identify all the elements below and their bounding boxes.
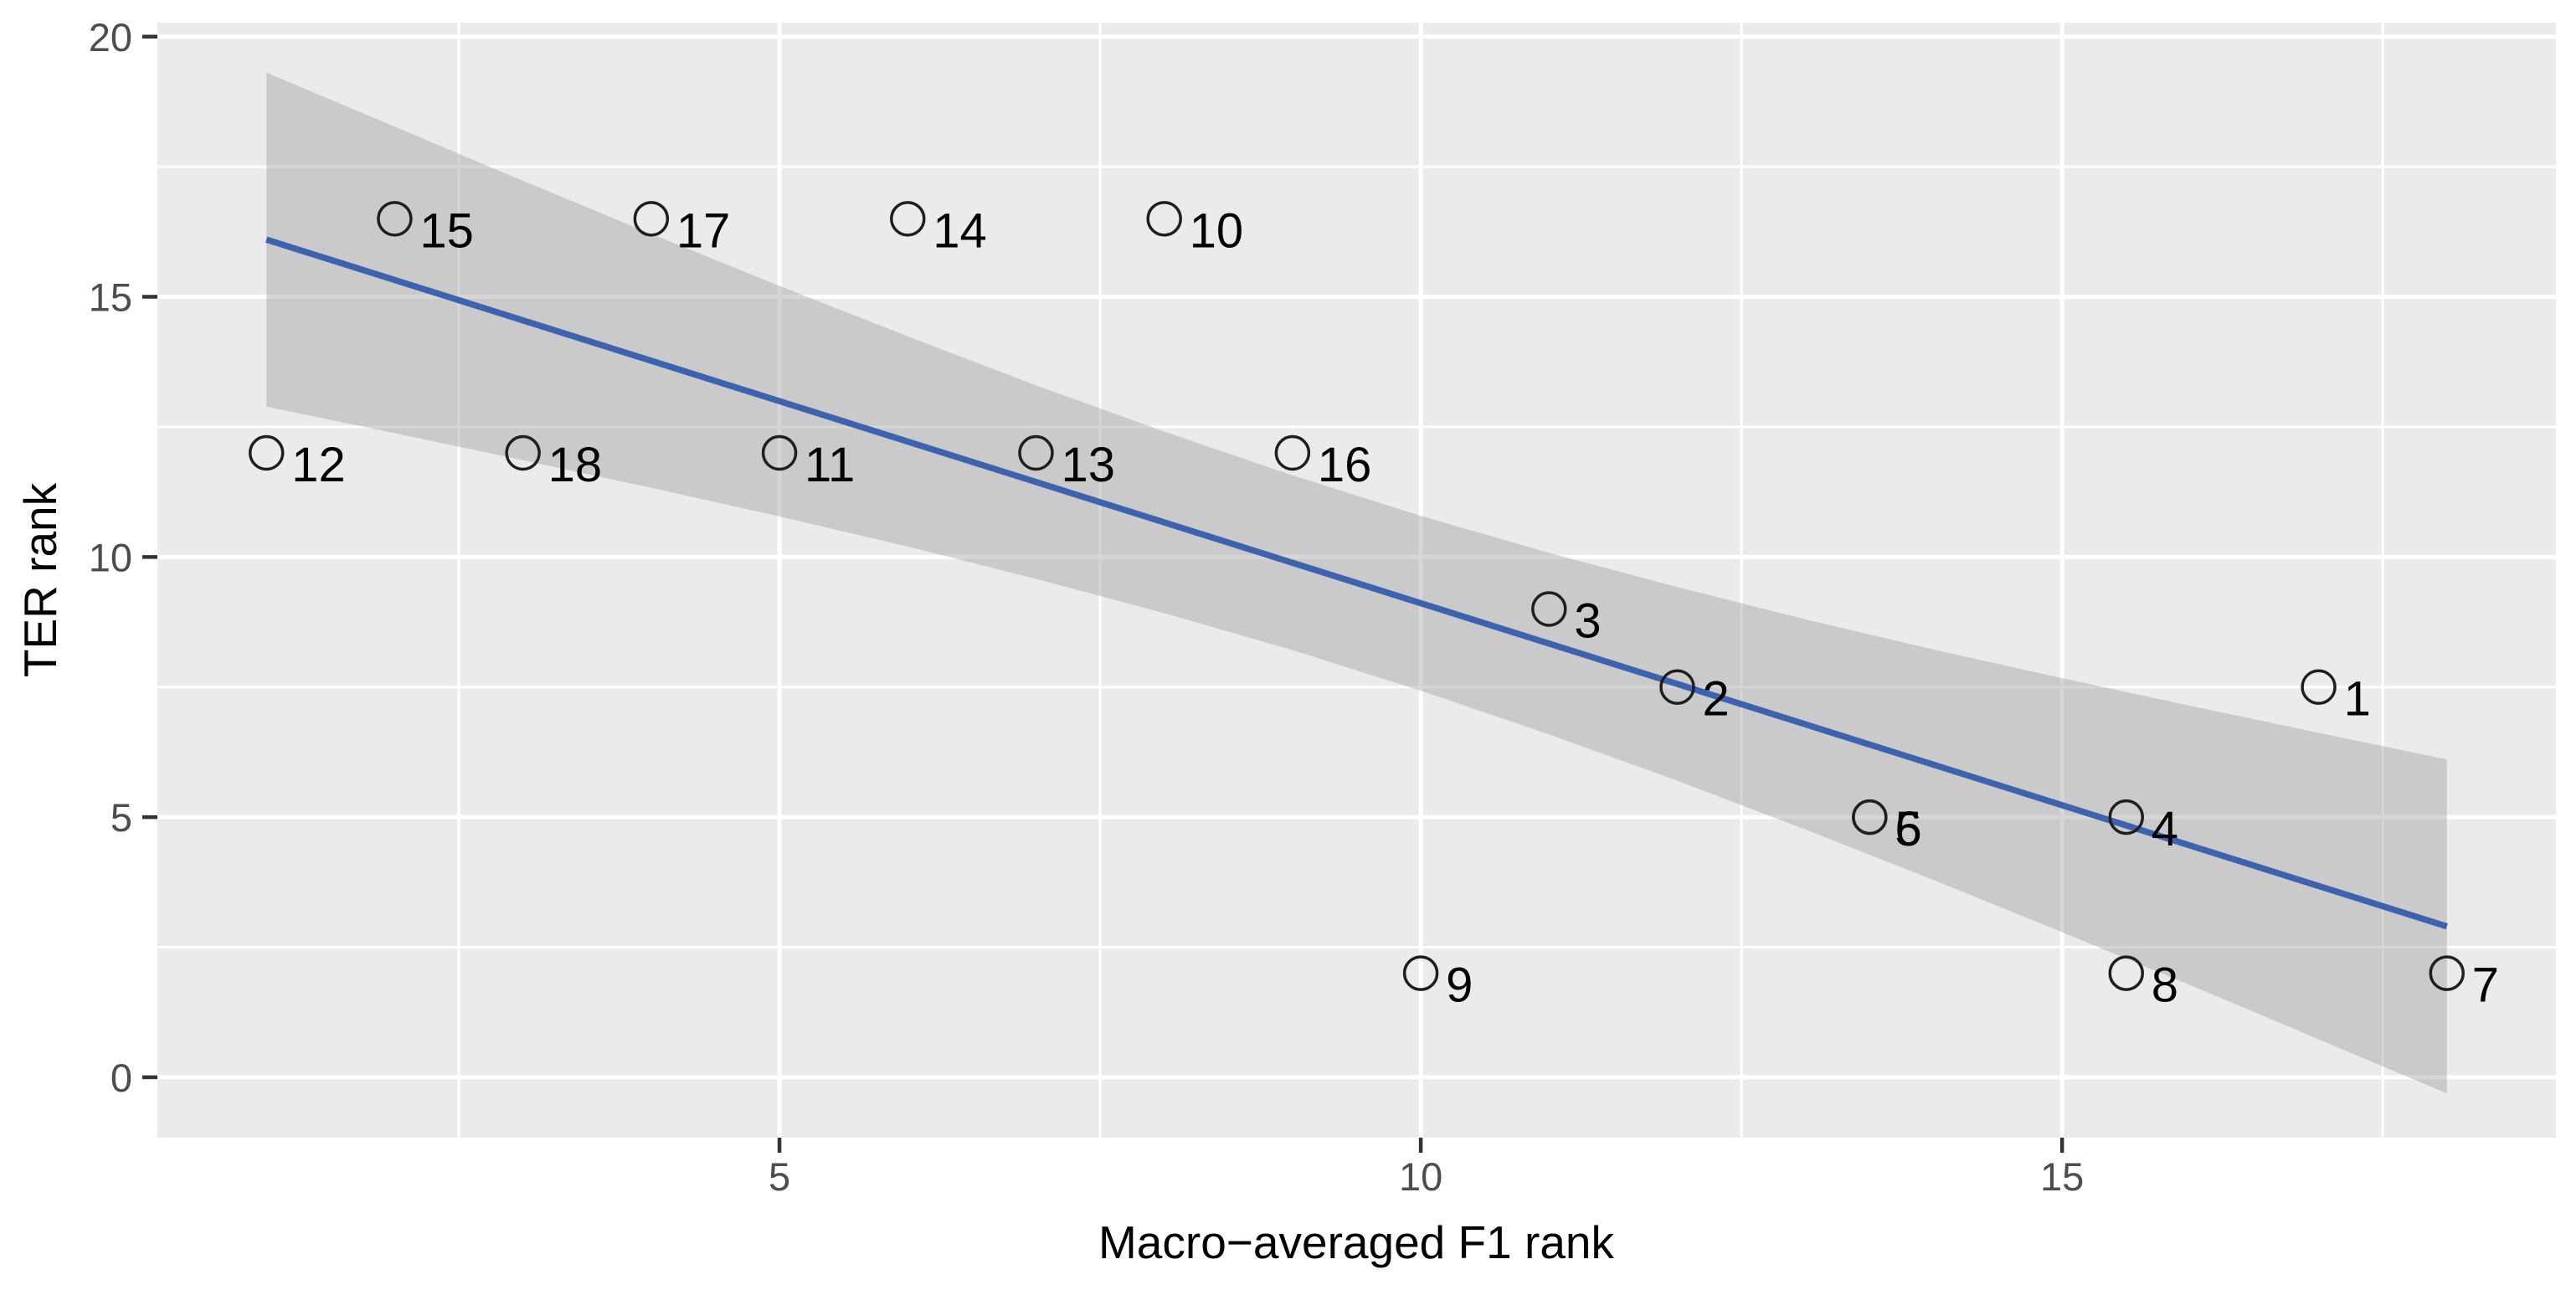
y-tick-label: 20 <box>89 15 132 59</box>
data-point <box>2108 799 2145 835</box>
point-label: 10 <box>1190 203 1244 258</box>
point-label: 4 <box>2152 802 2178 856</box>
data-points <box>248 201 2465 991</box>
x-tick-label: 10 <box>1399 1154 1442 1199</box>
point-label: 5 <box>1895 802 1921 856</box>
data-point <box>1852 799 1888 835</box>
point-label: 17 <box>676 203 731 258</box>
point-label: 2 <box>1703 672 1730 727</box>
grid-minor-lines <box>157 23 2556 1138</box>
point-label: 14 <box>933 203 987 258</box>
point-label: 9 <box>1446 959 1473 1013</box>
data-point <box>248 434 285 471</box>
data-point <box>890 201 926 237</box>
data-point <box>377 201 413 237</box>
data-point <box>1146 201 1182 237</box>
point-label: 11 <box>805 438 855 492</box>
data-point <box>761 434 798 471</box>
point-label: 8 <box>2152 959 2178 1013</box>
data-point <box>1531 591 1567 627</box>
data-point <box>1659 669 1695 705</box>
point-label: 12 <box>291 438 346 492</box>
point-label: 7 <box>2472 959 2499 1013</box>
y-axis-tick-labels: 0 5 10 15 20 <box>89 15 132 1100</box>
data-point <box>1018 434 1054 471</box>
regression-line <box>265 236 2448 930</box>
y-axis-title: TER rank <box>14 482 66 678</box>
x-axis-tick-labels: 5 10 15 <box>769 1154 2084 1199</box>
data-point <box>1402 955 1439 991</box>
point-label: 6 <box>1895 802 1921 856</box>
y-tick-label: 5 <box>111 795 132 840</box>
y-tick-label: 0 <box>111 1056 132 1100</box>
point-label: 3 <box>1574 594 1601 648</box>
y-tick-label: 15 <box>89 275 132 320</box>
point-label: 15 <box>419 203 474 258</box>
data-point <box>2108 955 2145 991</box>
data-point <box>633 201 670 237</box>
x-tick-label: 15 <box>2040 1154 2084 1199</box>
data-point <box>2429 955 2465 991</box>
point-label: 16 <box>1318 438 1372 492</box>
point-label: 18 <box>548 438 603 492</box>
data-point <box>505 434 541 471</box>
data-point <box>2301 669 2337 705</box>
y-tick-label: 10 <box>89 535 132 579</box>
x-axis-title: Macro−averaged F1 rank <box>1098 1216 1615 1268</box>
grid-major-lines <box>157 23 2556 1138</box>
x-tick-label: 5 <box>769 1154 790 1199</box>
point-label: 1 <box>2344 672 2371 727</box>
axis-tick-marks <box>142 34 2064 1153</box>
point-label: 13 <box>1061 438 1115 492</box>
data-point <box>1274 434 1311 471</box>
